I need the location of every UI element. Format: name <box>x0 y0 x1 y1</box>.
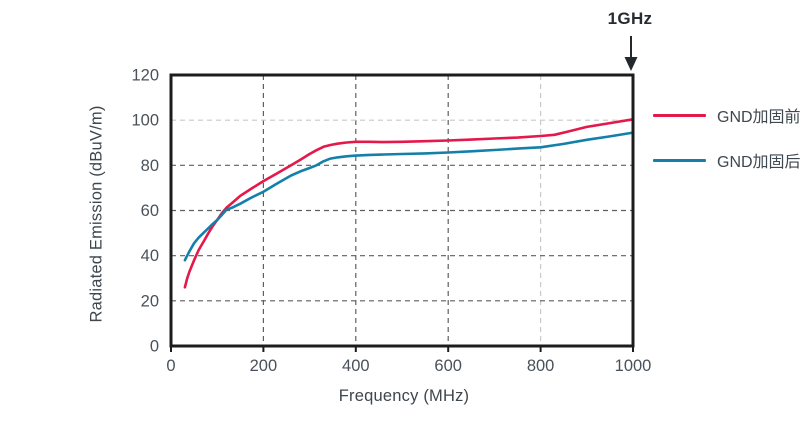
legend-line-swatch-blue <box>653 158 706 162</box>
y-tick-label: 100 <box>131 112 159 130</box>
y-axis-title: Radiated Emission (dBuV/m) <box>87 105 106 323</box>
x-tick-label: 1000 <box>615 357 652 375</box>
legend-item-gnd-before: GND加固前 <box>653 105 801 126</box>
y-tick-label: 40 <box>141 247 159 265</box>
y-tick-label: 120 <box>131 67 159 85</box>
y-tick-label: 80 <box>141 157 159 175</box>
legend-line-swatch-red <box>653 113 706 117</box>
y-tick-label: 0 <box>150 338 159 356</box>
series-line-1 <box>183 131 635 262</box>
legend-label-gnd-after: GND加固后 <box>717 154 801 171</box>
annotation-arrow-head <box>624 57 638 71</box>
y-tick-label: 60 <box>141 202 159 220</box>
legend-label-gnd-before: GND加固前 <box>717 109 801 126</box>
x-tick-label: 600 <box>434 357 462 375</box>
annotation-1ghz-label: 1GHz <box>607 9 653 28</box>
series-line-0 <box>183 118 635 289</box>
x-tick-label: 200 <box>250 357 278 375</box>
x-axis-title: Frequency (MHz) <box>338 387 470 405</box>
y-tick-label: 20 <box>141 292 159 310</box>
x-tick-label: 0 <box>166 357 175 375</box>
plot-border <box>169 73 635 348</box>
x-tick-label: 400 <box>342 357 370 375</box>
legend-item-gnd-after: GND加固后 <box>653 150 801 171</box>
x-tick-label: 800 <box>527 357 555 375</box>
